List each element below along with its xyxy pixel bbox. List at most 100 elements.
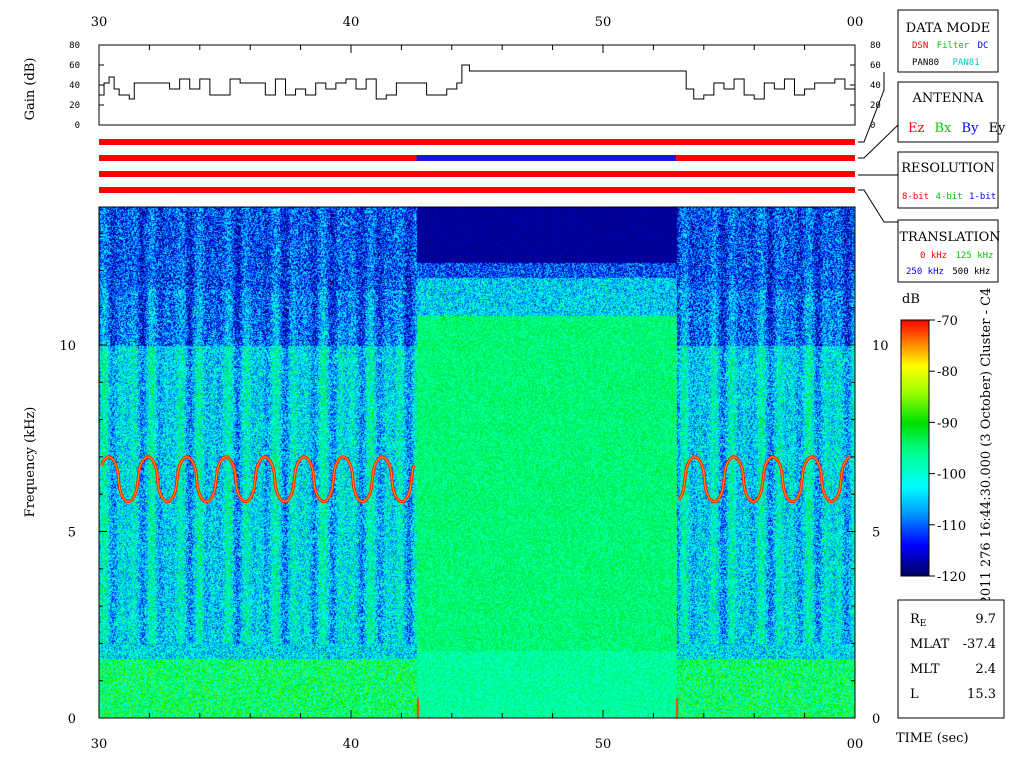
- mlt-label: MLT: [910, 662, 940, 677]
- legend-resolution-title: RESOLUTION: [901, 161, 995, 176]
- gain-tick-right-60: 60: [870, 61, 881, 71]
- legend-dc: DC: [978, 41, 989, 51]
- legend-translation: TRANSLATION 0 kHz 125 kHz 250 kHz 500 kH…: [897, 219, 1001, 283]
- gain-panel-frame: [98, 44, 856, 126]
- legend-antenna-row: Ez Bx By Ey: [908, 121, 1006, 136]
- gain-axis-label: Gain (dB): [23, 58, 38, 121]
- gain-tick-right-0: 0: [870, 121, 875, 131]
- bottom-tick-label-50: 50: [595, 737, 612, 752]
- colorbar-tick--100: -100: [937, 468, 966, 483]
- re-label: RE: [910, 612, 926, 629]
- emission-trace-halo: [101, 456, 851, 503]
- spectrogram-frame: [98, 206, 856, 719]
- colorbar-ticks: -70 -80 -90 -100 -110 -120: [929, 314, 966, 585]
- gain-tick-left-40: 40: [69, 81, 80, 91]
- legend-resolution-box: [897, 151, 999, 209]
- gain-tick-right-20: 20: [870, 101, 881, 111]
- legend-0khz: 0 kHz: [920, 251, 947, 261]
- top-tick-label-00: 00: [847, 15, 864, 30]
- top-tick-label-50: 50: [595, 15, 612, 30]
- gain-tick-left-20: 20: [69, 101, 80, 111]
- gain-panel: 0 0 20 20 40 40 60 60 80 80 Gain (dB): [23, 41, 881, 131]
- legend-translation-title: TRANSLATION: [899, 230, 1000, 245]
- legend-translation-row1: 0 kHz 125 kHz: [920, 251, 993, 261]
- colorbar: dB -70 -80 -90 -100 -110 -120 2011 276 16:44:…: [900, 288, 994, 605]
- gain-series-line: [99, 64, 856, 100]
- spectrogram-image: [99, 207, 855, 718]
- legend-data-mode: DATA MODE DSN Filter DC PAN80 PAN81: [897, 9, 999, 73]
- legend-pan81: PAN81: [953, 58, 980, 68]
- time-axis-label: TIME (sec): [896, 731, 969, 746]
- legend-data-mode-box: [897, 9, 999, 73]
- legend-ey: Ey: [989, 121, 1006, 136]
- mode-bar-antenna-1: [416, 155, 677, 161]
- mlat-value: -37.4: [963, 637, 996, 652]
- ephemeris-frame: [897, 599, 1005, 719]
- legend-translation-box: [897, 219, 999, 283]
- mode-bar-resolution-0: [99, 171, 855, 177]
- legend-data-mode-title: DATA MODE: [906, 21, 990, 36]
- legend-1bit: 1-bit: [969, 192, 996, 202]
- freq-tick-right-5: 5: [872, 526, 880, 541]
- legend-antenna-box: [897, 81, 999, 143]
- top-tick-label-40: 40: [343, 15, 360, 30]
- gain-tick-right-40: 40: [870, 81, 881, 91]
- top-time-tick-labels: 30 40 50 00: [91, 15, 864, 53]
- mlt-value: 2.4: [975, 662, 996, 677]
- legend-connectors: [858, 72, 899, 223]
- mode-bar-antenna-2: [676, 155, 855, 161]
- timestamp-spacecraft-label: 2011 276 16:44:30.000 (3 October) Cluste…: [979, 288, 994, 605]
- re-label-sub: E: [920, 619, 927, 629]
- top-tick-label-30: 30: [91, 15, 108, 30]
- frequency-axis-ticks: 0 0 5 5 10 10: [59, 232, 889, 727]
- freq-tick-left-10: 10: [59, 339, 76, 354]
- legend-125khz: 125 kHz: [956, 251, 994, 261]
- legend-8bit: 8-bit: [902, 192, 929, 202]
- gain-tick-right-80: 80: [870, 41, 881, 51]
- spectrogram-raster: [99, 207, 855, 718]
- re-value: 9.7: [975, 612, 996, 627]
- freq-tick-left-0: 0: [68, 712, 76, 727]
- l-value: 15.3: [967, 687, 996, 702]
- legend-data-mode-row2: PAN80 PAN81: [912, 58, 980, 68]
- colorbar-tick--110: -110: [937, 519, 966, 534]
- gain-tick-left-80: 80: [69, 41, 80, 51]
- legend-500khz: 500 kHz: [952, 267, 990, 277]
- bottom-tick-label-40: 40: [343, 737, 360, 752]
- re-label-text: R: [910, 612, 921, 627]
- legend-translation-row2: 250 kHz 500 kHz: [906, 267, 990, 277]
- legend-data-mode-row1: DSN Filter DC: [912, 41, 988, 51]
- legend-by: By: [962, 121, 980, 136]
- colorbar-unit-label: dB: [902, 292, 920, 307]
- mode-bars: [99, 139, 855, 193]
- legend-4bit: 4-bit: [936, 192, 963, 202]
- legend-filter: Filter: [937, 41, 970, 51]
- mode-bar-data-mode-0: [99, 139, 855, 145]
- legend-ez: Ez: [908, 121, 924, 136]
- mode-bar-antenna-0: [99, 155, 417, 161]
- gain-tick-left-0: 0: [75, 121, 80, 131]
- mode-bar-translation-0: [99, 187, 855, 193]
- freq-tick-left-5: 5: [68, 526, 76, 541]
- ephemeris-box: RE 9.7 MLAT -37.4 MLT 2.4 L 15.3: [897, 599, 1005, 719]
- gain-tick-left-60: 60: [69, 61, 80, 71]
- legend-resolution-row: 8-bit 4-bit 1-bit: [902, 192, 996, 202]
- legend-250khz: 250 kHz: [906, 267, 944, 277]
- connector-translation: [858, 189, 898, 223]
- freq-tick-right-10: 10: [872, 339, 889, 354]
- colorbar-tick--120: -120: [937, 570, 966, 585]
- connector-data-mode: [858, 72, 885, 143]
- colorbar-tick--70: -70: [937, 314, 958, 329]
- connector-antenna: [858, 124, 899, 159]
- spectrogram-panel: 0 0 5 5 10 10 Frequency (kHz): [23, 206, 889, 727]
- freq-tick-right-0: 0: [872, 712, 880, 727]
- legend-antenna-title: ANTENNA: [911, 91, 984, 106]
- gain-axis-ticks: 0 0 20 20 40 40 60 60 80 80: [69, 41, 881, 131]
- legend-antenna: ANTENNA Ez Bx By Ey: [897, 81, 1006, 143]
- bottom-tick-label-30: 30: [91, 737, 108, 752]
- frequency-axis-label: Frequency (kHz): [23, 407, 38, 518]
- mlat-label: MLAT: [910, 637, 950, 652]
- bottom-tick-label-00: 00: [847, 737, 864, 752]
- colorbar-tick--80: -80: [937, 365, 958, 380]
